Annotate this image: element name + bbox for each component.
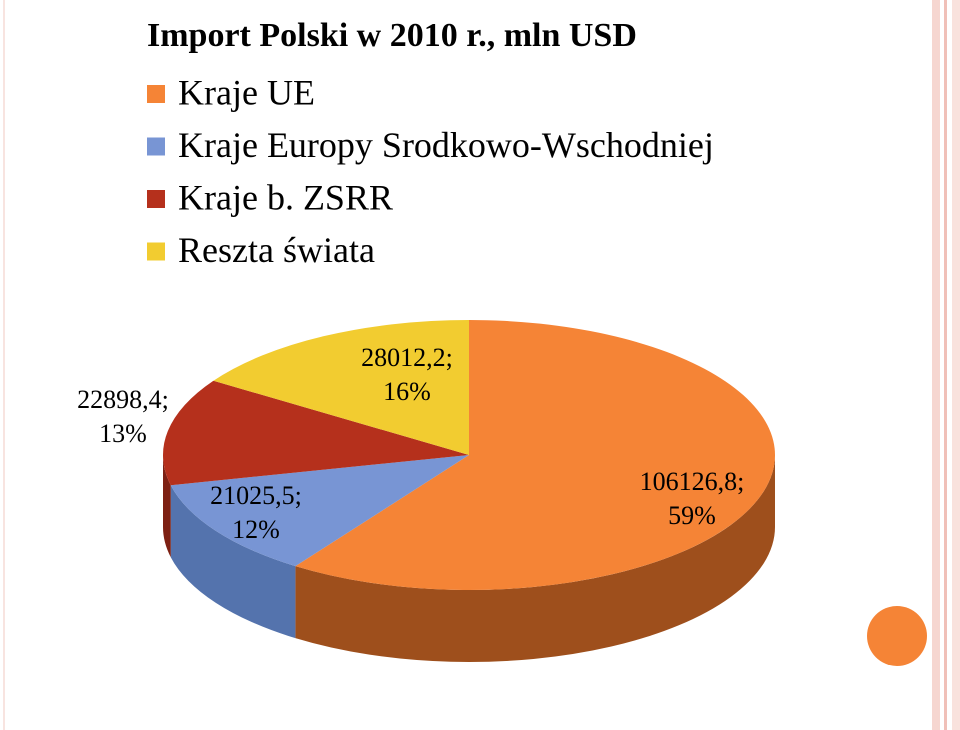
legend-label: Kraje b. ZSRR bbox=[178, 177, 393, 217]
slice bbox=[295, 320, 775, 590]
decor-circle bbox=[867, 606, 927, 666]
right-border bbox=[932, 0, 940, 730]
slice bbox=[163, 380, 470, 486]
data-label: 106126,8; bbox=[640, 467, 745, 496]
data-label: 13% bbox=[99, 419, 147, 448]
slice bbox=[213, 320, 469, 455]
data-label: 12% bbox=[232, 515, 280, 544]
slice bbox=[170, 455, 469, 567]
legend-label: Reszta świata bbox=[178, 230, 375, 270]
data-label: 59% bbox=[668, 501, 716, 530]
slice-side bbox=[170, 485, 296, 639]
right-border bbox=[944, 0, 947, 730]
chart-title: Import Polski w 2010 r., mln USD bbox=[147, 17, 637, 54]
data-label: 22898,4; bbox=[77, 385, 169, 414]
slice-side bbox=[163, 455, 171, 558]
legend-label: Kraje Europy Srodkowo-Wschodniej bbox=[178, 125, 714, 165]
data-label: 28012,2; bbox=[361, 343, 453, 372]
pie-chart: Kraje UE Kraje Europy Srodkowo-Wschodniej… bbox=[77, 72, 775, 662]
right-border bbox=[952, 0, 960, 730]
legend-swatch bbox=[147, 85, 165, 103]
legend-label: Kraje UE bbox=[178, 72, 315, 112]
legend-swatch bbox=[147, 242, 165, 261]
legend-swatch bbox=[147, 190, 165, 208]
data-label: 21025,5; bbox=[210, 481, 302, 510]
slice-side bbox=[295, 455, 775, 662]
legend-swatch bbox=[147, 137, 165, 156]
data-label: 16% bbox=[383, 377, 431, 406]
